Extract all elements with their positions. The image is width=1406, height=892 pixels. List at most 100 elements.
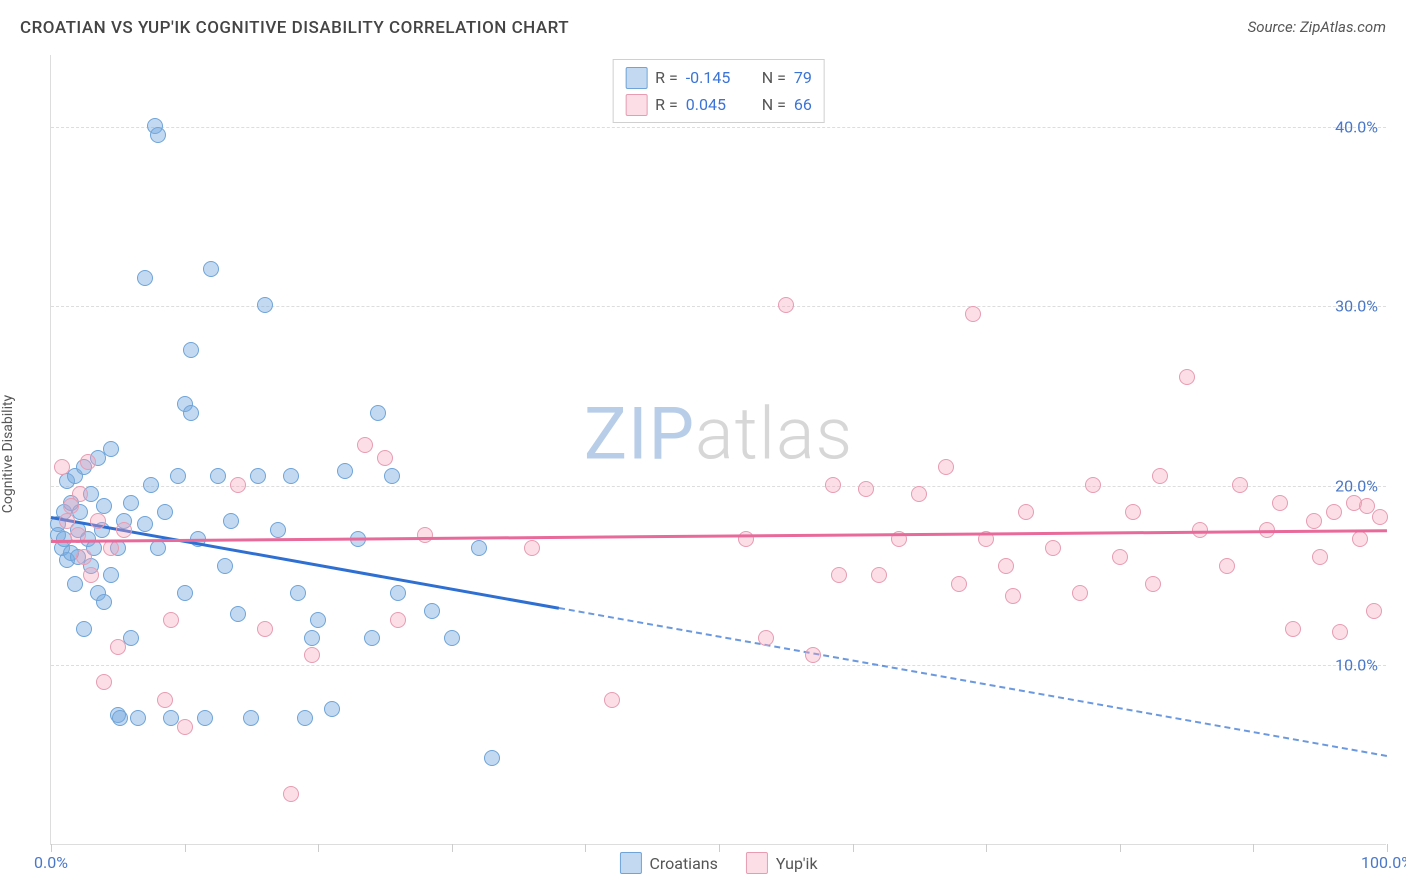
data-point	[59, 473, 75, 489]
x-tick	[1387, 844, 1388, 852]
series-legend: CroatiansYup'ik	[619, 852, 817, 874]
data-point	[90, 513, 106, 529]
data-point	[230, 477, 246, 493]
x-tick	[51, 844, 52, 852]
x-tick	[318, 844, 319, 852]
data-point	[1072, 585, 1088, 601]
data-point	[1366, 603, 1382, 619]
data-point	[1219, 558, 1235, 574]
y-tick-label: 10.0%	[1335, 656, 1378, 675]
data-point	[304, 647, 320, 663]
data-point	[911, 486, 927, 502]
data-point	[230, 606, 246, 622]
stat-r-label: R =	[655, 91, 678, 118]
data-point	[137, 270, 153, 286]
data-point	[377, 450, 393, 466]
data-point	[444, 630, 460, 646]
y-tick-label: 40.0%	[1335, 117, 1378, 136]
data-point	[283, 468, 299, 484]
data-point	[758, 630, 774, 646]
x-tick	[719, 844, 720, 852]
stats-legend: R = -0.145 N = 79R = 0.045 N = 66	[612, 59, 825, 123]
data-point	[96, 498, 112, 514]
data-point	[1125, 504, 1141, 520]
data-point	[54, 459, 70, 475]
data-point	[63, 498, 79, 514]
data-point	[417, 527, 433, 543]
data-point	[831, 567, 847, 583]
data-point	[1152, 468, 1168, 484]
data-point	[424, 603, 440, 619]
data-point	[1045, 540, 1061, 556]
data-point	[1306, 513, 1322, 529]
trend-line	[558, 607, 1387, 757]
legend-swatch	[625, 94, 647, 116]
data-point	[370, 405, 386, 421]
data-point	[110, 707, 126, 723]
data-point	[891, 531, 907, 547]
data-point	[390, 612, 406, 628]
data-point	[56, 531, 72, 547]
data-point	[147, 118, 163, 134]
data-point	[1259, 522, 1275, 538]
data-point	[50, 516, 66, 532]
data-point	[805, 647, 821, 663]
gridline	[51, 306, 1386, 307]
data-point	[250, 468, 266, 484]
watermark: ZIPatlas	[584, 391, 853, 476]
data-point	[1332, 624, 1348, 640]
data-point	[1352, 531, 1368, 547]
x-tick	[853, 844, 854, 852]
data-point	[59, 513, 75, 529]
data-point	[297, 710, 313, 726]
data-point	[243, 710, 259, 726]
legend-label: Croatians	[649, 854, 717, 873]
data-point	[103, 567, 119, 583]
data-point	[94, 522, 110, 538]
stat-n-value: 79	[794, 64, 812, 91]
data-point	[96, 674, 112, 690]
data-point	[163, 612, 179, 628]
data-point	[76, 459, 92, 475]
data-point	[83, 558, 99, 574]
gridline	[51, 665, 1386, 666]
data-point	[978, 531, 994, 547]
data-point	[76, 621, 92, 637]
data-point	[72, 486, 88, 502]
stat-n-value: 66	[794, 91, 812, 118]
data-point	[130, 710, 146, 726]
data-point	[54, 540, 70, 556]
data-point	[290, 585, 306, 601]
data-point	[183, 342, 199, 358]
x-tick	[1120, 844, 1121, 852]
data-point	[86, 540, 102, 556]
trend-line	[51, 516, 559, 609]
data-point	[283, 786, 299, 802]
data-point	[1005, 588, 1021, 604]
data-point	[324, 701, 340, 717]
data-point	[150, 127, 166, 143]
chart-header: CROATIAN VS YUP'IK COGNITIVE DISABILITY …	[20, 18, 1386, 46]
y-axis-label: Cognitive Disability	[0, 395, 16, 513]
data-point	[150, 540, 166, 556]
y-tick-label: 20.0%	[1335, 476, 1378, 495]
data-point	[157, 504, 173, 520]
data-point	[50, 527, 66, 543]
data-point	[70, 527, 86, 543]
stat-r-label: R =	[655, 64, 678, 91]
data-point	[1326, 504, 1342, 520]
data-point	[163, 710, 179, 726]
data-point	[871, 567, 887, 583]
data-point	[67, 576, 83, 592]
data-point	[177, 585, 193, 601]
data-point	[123, 495, 139, 511]
data-point	[170, 468, 186, 484]
legend-swatch	[625, 67, 647, 89]
watermark-zip: ZIP	[584, 391, 695, 476]
scatter-chart: ZIPatlas R = -0.145 N = 79R = 0.045 N = …	[50, 55, 1386, 845]
x-tick	[1253, 844, 1254, 852]
data-point	[1346, 495, 1362, 511]
data-point	[310, 612, 326, 628]
data-point	[825, 477, 841, 493]
data-point	[965, 306, 981, 322]
